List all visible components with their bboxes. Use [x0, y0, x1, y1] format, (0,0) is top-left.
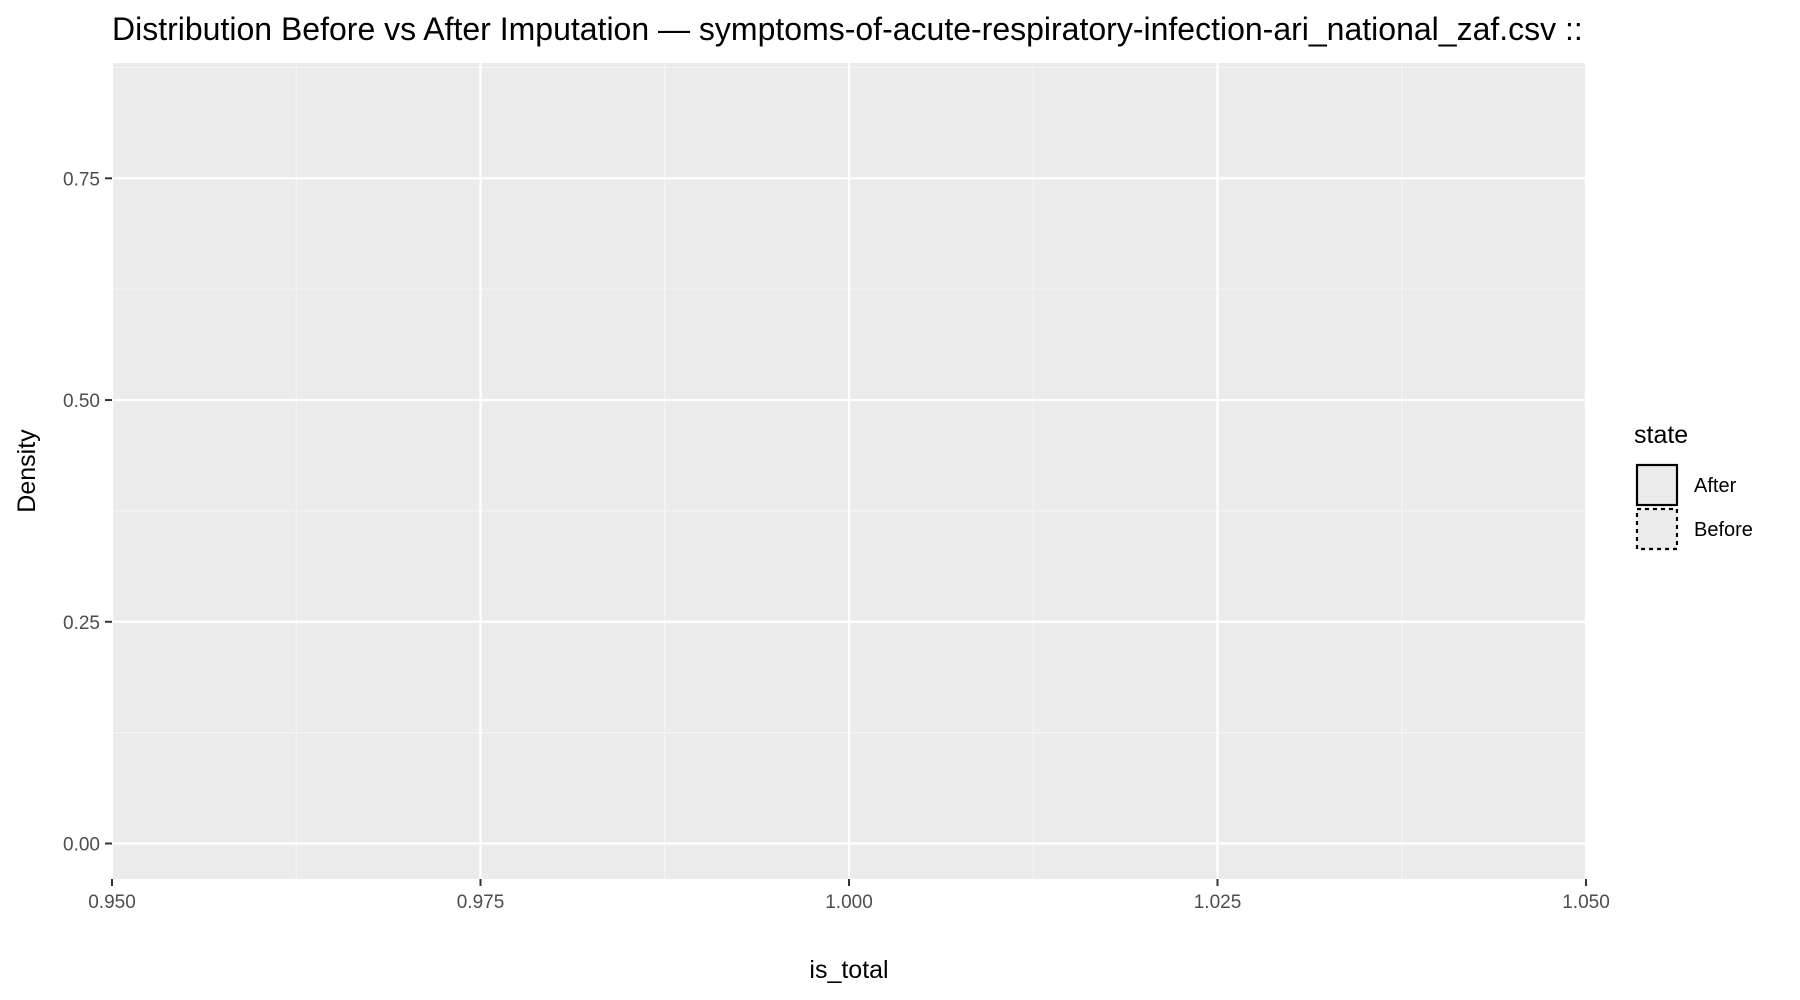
y-axis-title: Density: [13, 429, 41, 513]
y-axis: 0.00 0.25 0.50 0.75: [63, 169, 112, 856]
x-axis: 0.950 0.975 1.000 1.025 1.050: [88, 879, 1610, 913]
legend-key-after: [1635, 463, 1679, 507]
legend-key-before: [1635, 507, 1679, 551]
x-tick-label: 1.025: [1194, 892, 1242, 913]
y-tick-label: 0.50: [63, 391, 100, 412]
y-tick-label: 0.75: [63, 169, 100, 190]
y-tick-label: 0.00: [63, 835, 100, 856]
legend: state After Before: [1634, 421, 1753, 551]
major-gridlines: [110, 63, 1588, 879]
x-tick-label: 1.050: [1562, 892, 1610, 913]
legend-label-after: After: [1694, 475, 1737, 497]
x-tick-label: 0.975: [457, 892, 505, 913]
y-tick-label: 0.25: [63, 613, 100, 634]
x-tick-label: 1.000: [825, 892, 873, 913]
x-axis-title: is_total: [809, 956, 888, 984]
legend-title: state: [1634, 421, 1688, 449]
chart-title: Distribution Before vs After Imputation …: [112, 11, 1583, 47]
x-tick-label: 0.950: [88, 892, 136, 913]
legend-label-before: Before: [1694, 519, 1753, 541]
